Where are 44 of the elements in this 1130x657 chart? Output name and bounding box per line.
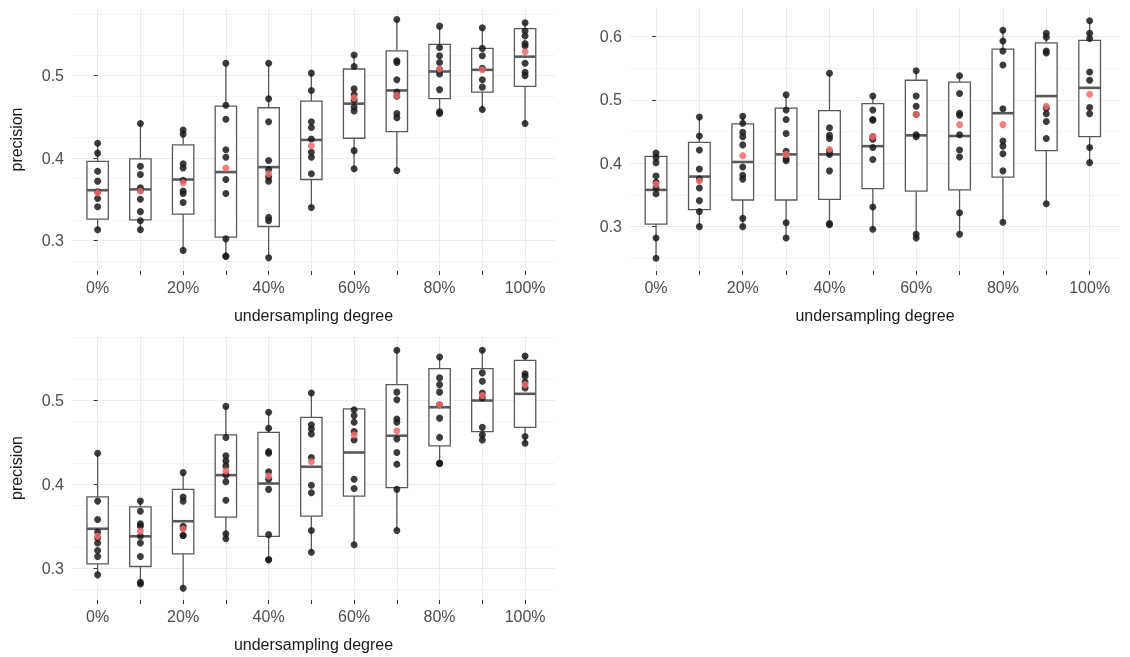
point [222, 164, 230, 172]
y-tick-label: 0.4 [599, 154, 623, 172]
x-tick-label: 80% [423, 607, 456, 625]
y-tick-label: 0.5 [41, 67, 65, 85]
y-tick-label: 0.6 [599, 28, 623, 46]
point [222, 467, 230, 475]
x-tick-label: 20% [167, 278, 200, 296]
x-tick-label: 0% [86, 278, 110, 296]
y-tick-label: 0.5 [599, 91, 623, 109]
x-tick-label: 100% [504, 607, 546, 625]
x-axis-title: undersampling degree [233, 635, 394, 653]
point [521, 48, 529, 56]
x-tick-label: 0% [644, 278, 668, 296]
point [307, 458, 315, 466]
y-tick-label: 0.3 [41, 232, 65, 249]
x-tick-label: 60% [900, 278, 933, 296]
x-tick-label: 20% [726, 278, 759, 296]
x-axis-title: undersampling degree [795, 306, 955, 324]
x-tick-label: 0% [86, 607, 110, 625]
y-axis-title: precision [7, 435, 25, 501]
y-axis-title: precision [7, 107, 25, 172]
x-tick-label: 100% [1069, 278, 1111, 296]
y-tick-label: 0.4 [41, 149, 65, 167]
x-tick-label: 40% [252, 607, 285, 625]
point [1086, 90, 1094, 98]
x-tick-label: 20% [167, 607, 200, 625]
y-tick-label: 0.3 [41, 559, 65, 577]
point [956, 121, 964, 129]
x-tick-label: 40% [813, 278, 846, 296]
y-tick-label: 0.4 [41, 475, 65, 493]
y-tick-label: 0.3 [599, 218, 623, 236]
y-tick-label: 0.5 [41, 392, 65, 410]
x-tick-label: 40% [252, 278, 285, 296]
x-tick-label: 80% [423, 278, 456, 296]
x-axis-title: undersampling degree [233, 306, 394, 324]
point [999, 121, 1007, 129]
point [739, 152, 747, 160]
x-tick-label: 80% [986, 278, 1019, 296]
point [136, 527, 144, 535]
point [307, 142, 315, 150]
x-tick-label: 100% [504, 278, 546, 296]
point [393, 427, 401, 435]
x-tick-label: 60% [338, 278, 371, 296]
x-tick-label: 60% [338, 607, 371, 625]
